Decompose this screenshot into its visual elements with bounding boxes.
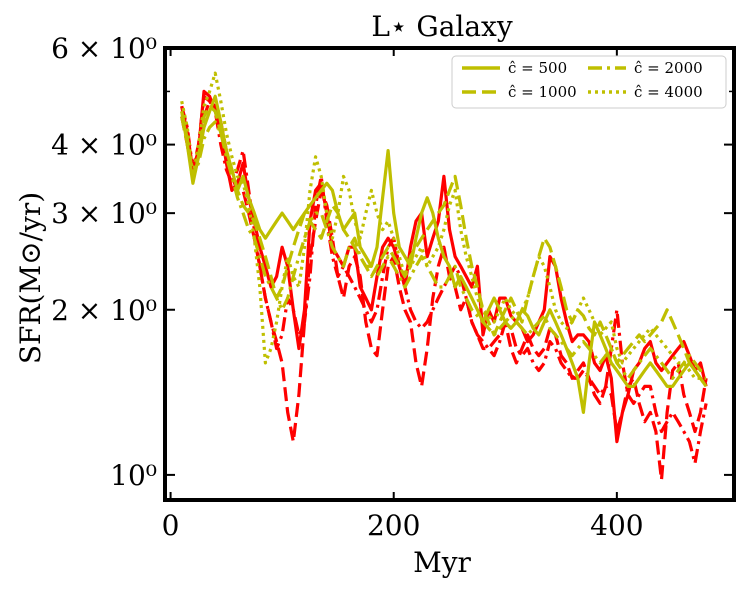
x-tick-label: 0 <box>162 509 180 542</box>
series-line-7 <box>180 71 707 380</box>
y-tick-label: 4 × 10⁰ <box>51 129 157 162</box>
y-axis-label: SFR(M⊙/yr) <box>14 192 47 364</box>
chart-title: L⋆ Galaxy <box>371 10 513 43</box>
x-tick-label: 200 <box>367 509 420 542</box>
legend-label: ĉ = 4000 <box>634 83 703 101</box>
plot-frame <box>163 46 736 502</box>
legend-label: ĉ = 1000 <box>508 83 577 101</box>
y-tick-label: 3 × 10⁰ <box>51 197 157 230</box>
x-axis-label: Myr <box>413 546 471 579</box>
x-axis-ticks: 0 200 400 <box>162 48 644 542</box>
x-tick-label: 400 <box>590 509 643 542</box>
y-axis-ticks: 10⁰ 2 × 10⁰ 3 × 10⁰ 4 × 10⁰ 6 × 10⁰ <box>51 32 734 492</box>
legend-box <box>451 55 727 109</box>
legend-label: ĉ = 500 <box>508 59 567 77</box>
series-line-2 <box>180 99 708 482</box>
y-tick-label: 10⁰ <box>110 459 157 492</box>
y-tick-label: 2 × 10⁰ <box>51 294 157 327</box>
series-line-6 <box>180 116 707 380</box>
y-tick-label: 6 × 10⁰ <box>51 32 157 65</box>
series-line-5 <box>180 104 708 388</box>
legend-label: ĉ = 2000 <box>634 59 703 77</box>
series-line-3 <box>180 94 708 465</box>
series-line-4 <box>180 94 708 414</box>
legend: ĉ = 500 ĉ = 1000 ĉ = 2000 ĉ = 4000 <box>451 55 727 109</box>
series-layer <box>180 71 708 482</box>
